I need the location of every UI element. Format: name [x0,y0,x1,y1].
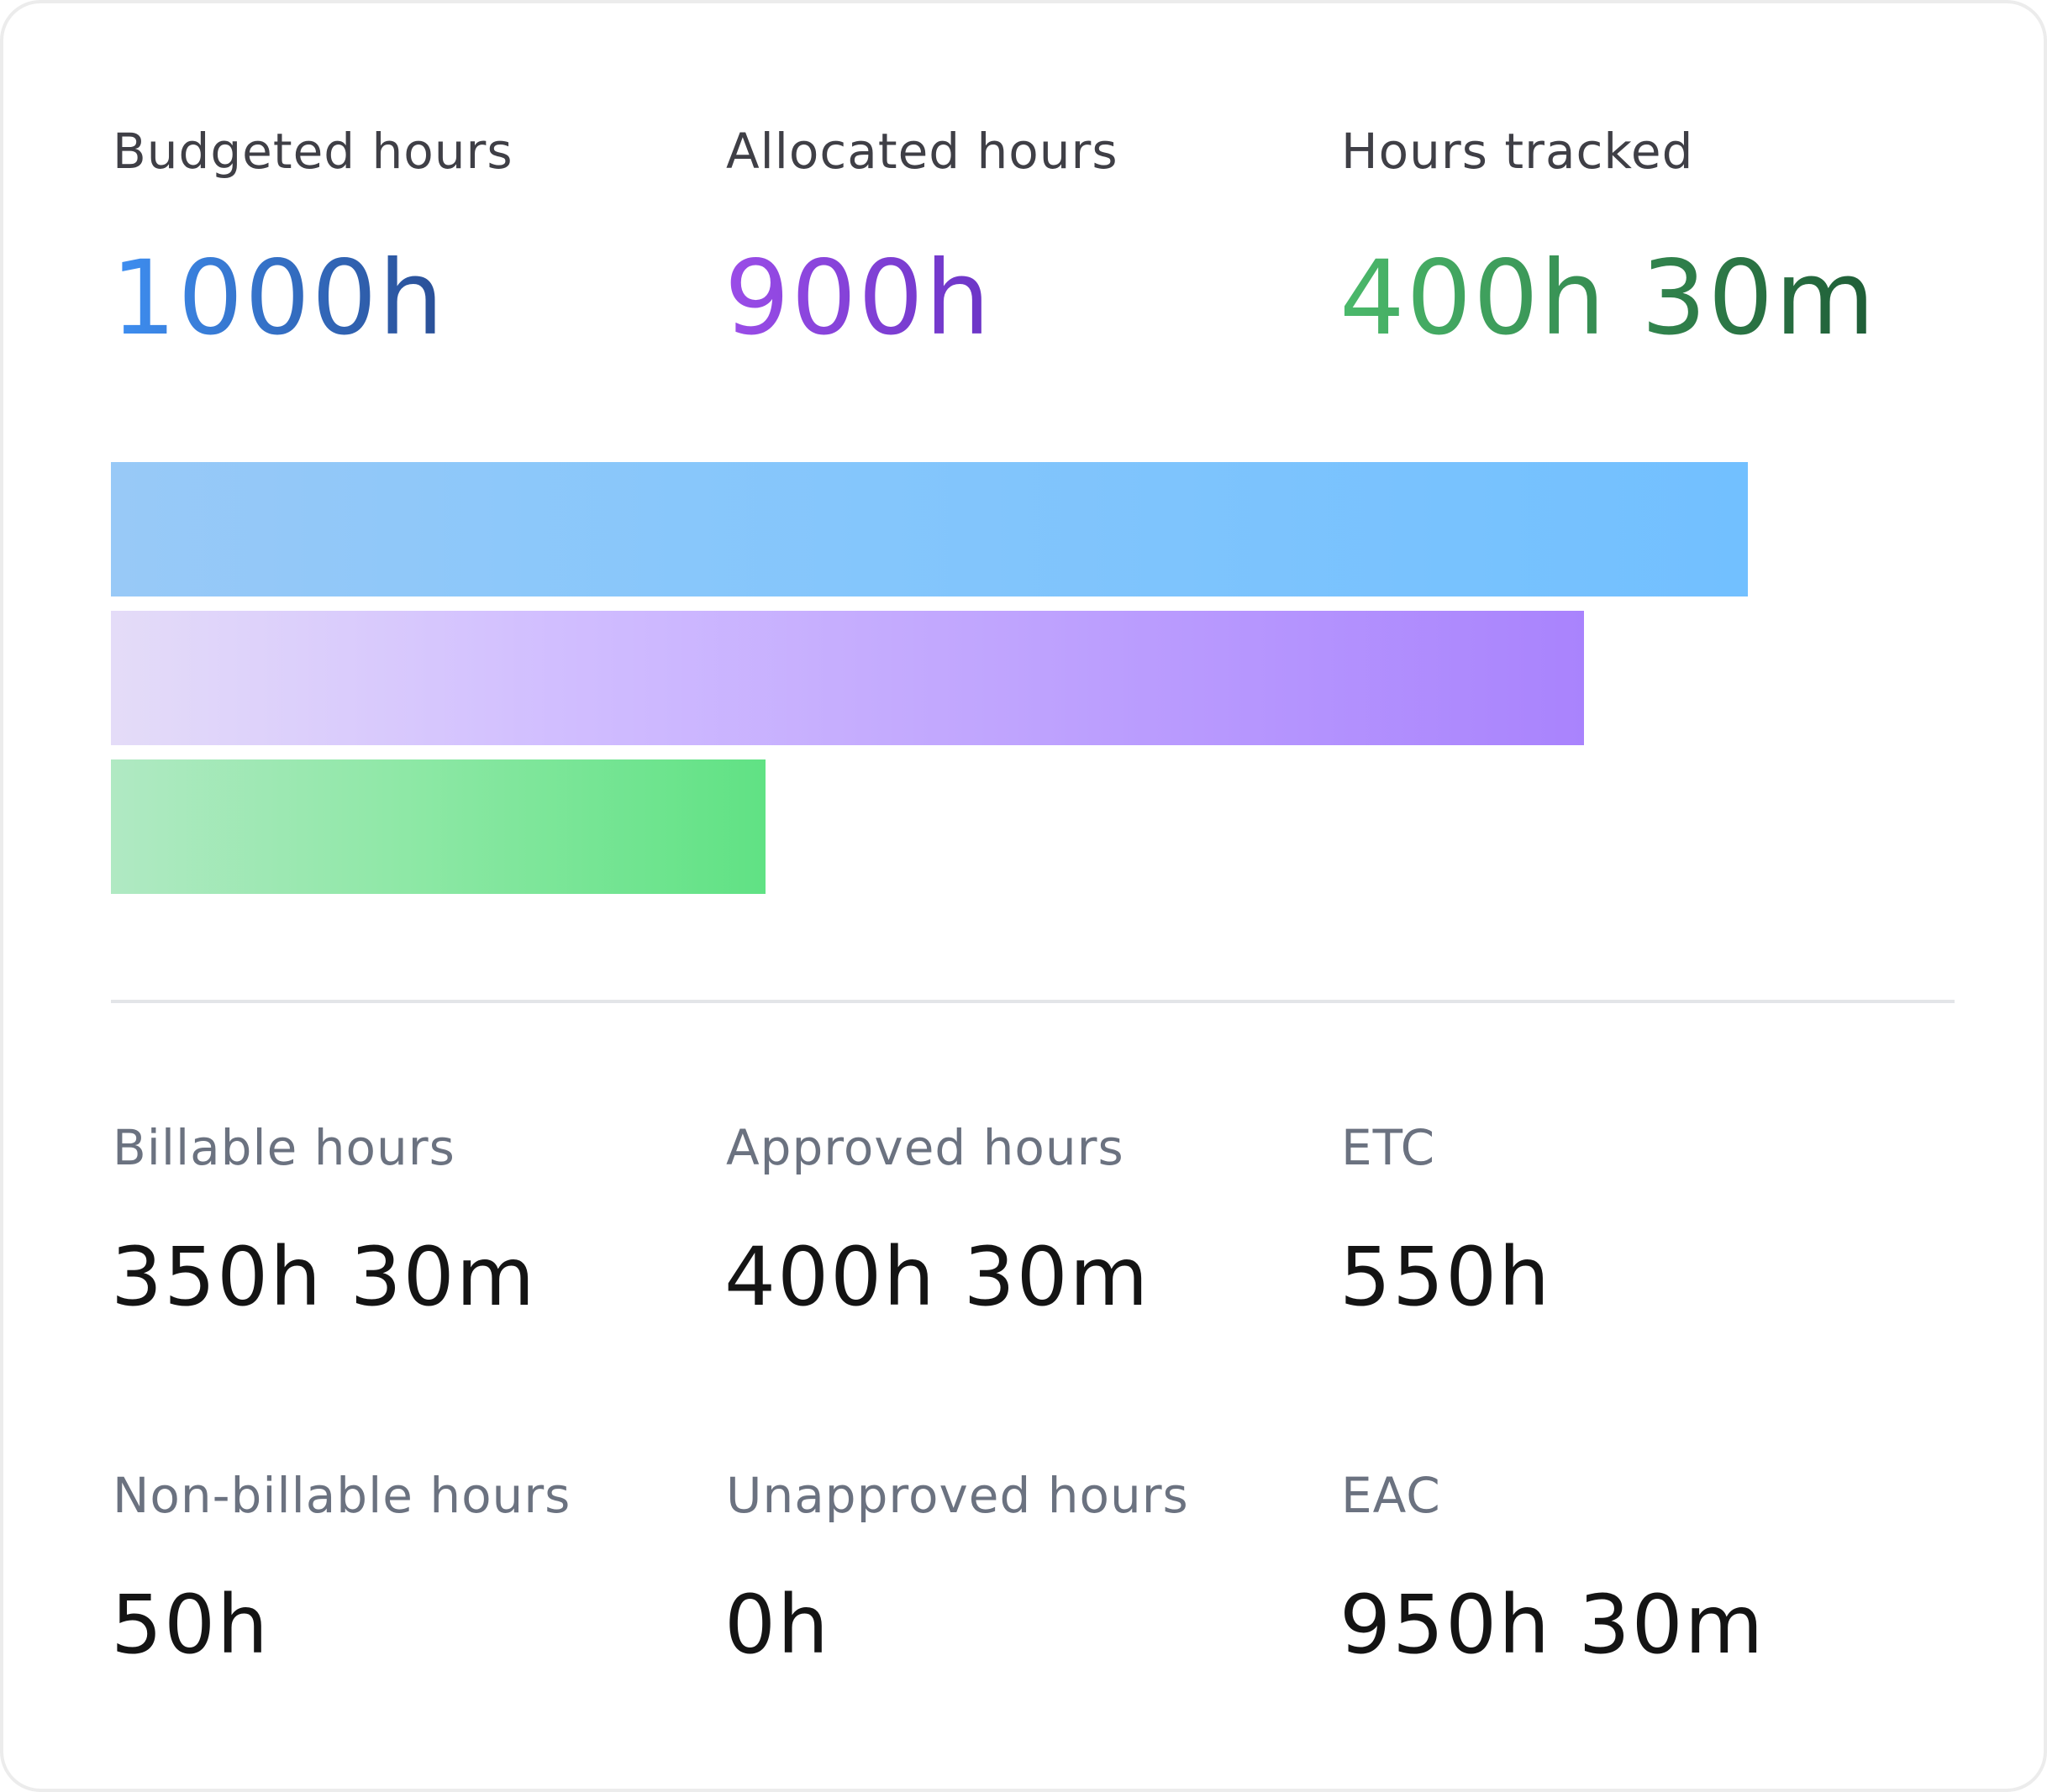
hours-bars [111,462,2002,899]
billable-hours-value: 350h 30m [111,1230,537,1324]
approved-hours-label: Approved hours [726,1119,1124,1176]
approved-hours-value: 400h 30m [724,1230,1150,1324]
budgeted-hours-label: Budgeted hours [113,123,513,180]
allocated-hours-bar [111,611,1584,745]
etc-value: 550h [1339,1230,1552,1324]
etc-label: ETC [1341,1119,1436,1176]
allocated-hours-label: Allocated hours [726,123,1118,180]
section-divider [111,1000,1955,1003]
budgeted-hours-bar [111,462,1748,596]
unapproved-hours-label: Unapproved hours [726,1467,1189,1524]
budgeted-hours-value: 1000h [111,239,445,358]
billable-hours-label: Billable hours [113,1119,455,1176]
hours-tracked-bar [111,759,766,894]
eac-label: EAC [1341,1467,1441,1524]
hours-tracked-value: 400h 30m [1339,239,1877,358]
non-billable-hours-label: Non-billable hours [113,1467,571,1524]
eac-value: 950h 30m [1339,1578,1765,1672]
allocated-hours-value: 900h [724,239,992,358]
non-billable-hours-value: 50h [111,1578,270,1672]
hours-tracked-label: Hours tracked [1341,123,1694,180]
unapproved-hours-value: 0h [724,1578,830,1672]
